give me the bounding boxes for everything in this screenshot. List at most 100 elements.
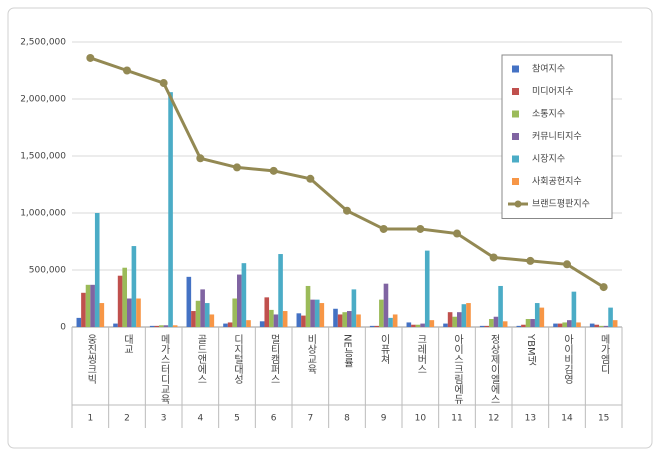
bar (319, 303, 325, 327)
y-tick-label: 1,000,000 (20, 209, 66, 219)
bar (113, 323, 118, 327)
x-tick-label: 아이비김영 (562, 334, 574, 384)
bar (356, 314, 361, 327)
bar (122, 267, 127, 327)
bar (127, 298, 132, 327)
bar (415, 324, 421, 327)
x-tick-label: 메가스터디교육 (158, 334, 170, 405)
bar (117, 275, 123, 327)
bar (241, 263, 247, 327)
bar (525, 319, 531, 327)
bar (273, 314, 279, 327)
bar (94, 213, 100, 327)
y-tick-label: 500,000 (29, 266, 66, 276)
bar (411, 324, 416, 327)
legend-swatch (512, 133, 519, 140)
bar (457, 312, 462, 327)
bar (461, 304, 467, 327)
bar (557, 323, 563, 327)
line-point (123, 66, 131, 75)
bar (269, 309, 274, 327)
y-tick-label: 2,000,000 (20, 95, 66, 105)
bar (85, 284, 91, 327)
bar (163, 325, 169, 327)
bar (489, 319, 494, 327)
x-tick-label: 골드앤에스 (195, 334, 207, 384)
x-tick-label: 아이스크림에듀 (452, 334, 464, 405)
rank-label: 3 (161, 414, 167, 424)
rank-label: 2 (124, 414, 130, 424)
x-tick-label: 멀티캠퍼스 (268, 333, 280, 384)
bar (200, 289, 205, 327)
bar (227, 322, 233, 327)
bar (232, 298, 237, 327)
bar (351, 289, 357, 327)
bar (443, 323, 448, 327)
bar (342, 312, 347, 327)
bar (429, 320, 435, 327)
bar (136, 298, 141, 327)
bar (608, 307, 613, 327)
line-point (489, 253, 498, 262)
bar (172, 325, 178, 327)
bar (99, 303, 105, 327)
rank-label: 7 (307, 414, 313, 424)
rank-label: 4 (197, 414, 203, 424)
bar (447, 312, 453, 327)
bar (191, 311, 196, 327)
legend-box (501, 54, 613, 219)
y-tick-label: 1,500,000 (20, 152, 66, 162)
legend-swatch (512, 110, 519, 118)
line-point (269, 166, 278, 175)
bar (493, 316, 499, 327)
bar (521, 324, 526, 327)
legend-swatch (512, 65, 519, 73)
bar (237, 274, 242, 327)
bar (314, 299, 320, 327)
x-tick-label: 웅진씽크빅 (85, 334, 97, 385)
bar (264, 297, 270, 327)
bar (131, 246, 137, 327)
bar (553, 323, 558, 327)
bar (168, 92, 173, 327)
line-point (343, 206, 351, 215)
bar (333, 308, 338, 327)
rank-label: 9 (381, 414, 387, 424)
line-point (416, 224, 425, 233)
bar (278, 254, 283, 327)
x-tick-label: 이퓨쳐 (378, 334, 390, 365)
bar (424, 250, 430, 327)
bar (310, 299, 315, 327)
line-point (196, 154, 205, 163)
line-point (379, 224, 388, 233)
bar (603, 325, 609, 327)
bar (562, 322, 567, 327)
bar (186, 276, 192, 327)
line-point (233, 163, 241, 172)
x-tick-label: NE능률 (342, 334, 354, 368)
bar (347, 311, 352, 327)
bar (392, 314, 398, 327)
bar (223, 323, 228, 327)
legend-label: 시장지수 (532, 154, 565, 165)
bar (90, 284, 95, 327)
bar (484, 325, 490, 327)
bar (305, 285, 311, 327)
x-tick-label: 크레버스 (415, 334, 427, 374)
x-tick-label: 디지털대성 (232, 334, 244, 384)
x-tick-label: YBM넷 (525, 333, 537, 366)
bar (530, 319, 535, 327)
y-tick-label: 2,500,000 (20, 38, 66, 48)
bar (301, 315, 306, 327)
bar (149, 325, 155, 327)
legend-label: 커뮤니티지수 (532, 131, 582, 142)
bar (337, 314, 343, 327)
bar (296, 313, 302, 327)
bar (599, 325, 604, 327)
line-point (159, 79, 168, 88)
bar (374, 325, 380, 327)
bar (81, 292, 86, 327)
bar (466, 303, 471, 327)
bar (209, 314, 215, 327)
rank-label: 5 (234, 414, 240, 424)
